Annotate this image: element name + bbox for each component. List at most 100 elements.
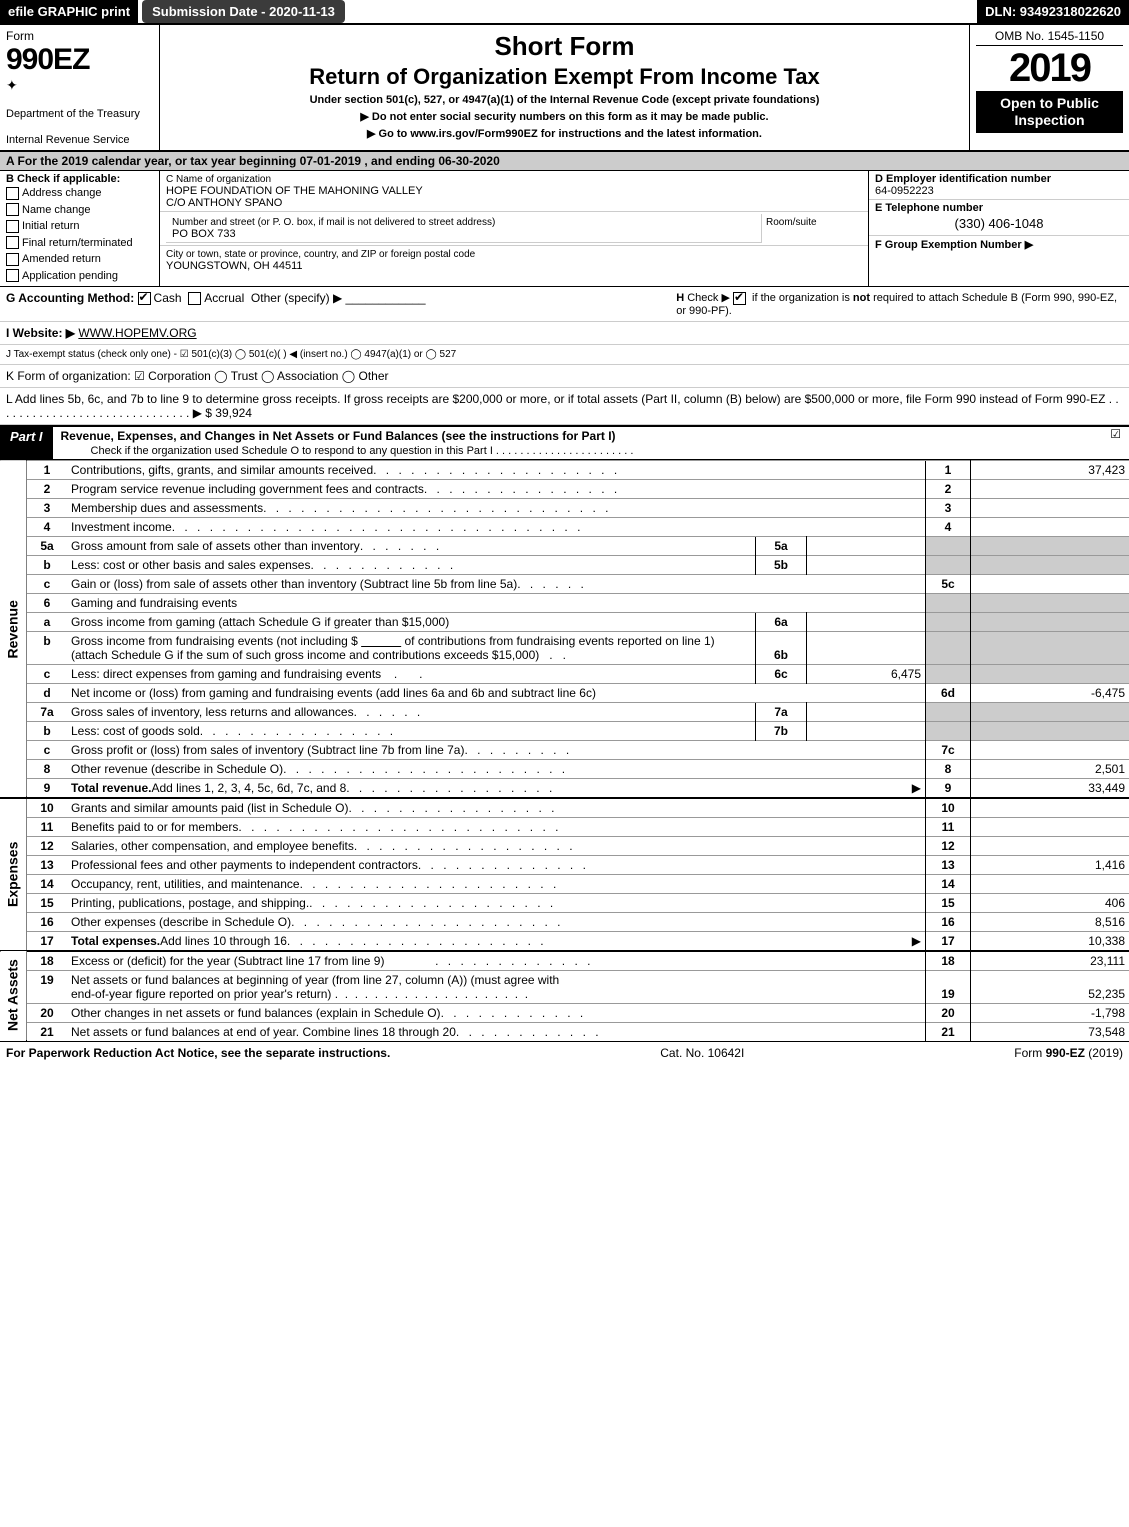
row-6a: aGross income from gaming (attach Schedu… bbox=[0, 612, 1129, 631]
title-return-exempt: Return of Organization Exempt From Incom… bbox=[168, 64, 961, 90]
val-19: 52,235 bbox=[971, 970, 1129, 1003]
cb-amended-return[interactable]: Amended return bbox=[6, 251, 153, 268]
row-12: 12Salaries, other compensation, and empl… bbox=[0, 836, 1129, 855]
row-6c: cLess: direct expenses from gaming and f… bbox=[0, 664, 1129, 683]
c-room-label: Room/suite bbox=[766, 217, 817, 228]
cb-application-pending[interactable]: Application pending bbox=[6, 268, 153, 285]
org-name: HOPE FOUNDATION OF THE MAHONING VALLEY bbox=[166, 185, 423, 197]
efile-badge[interactable]: efile GRAPHIC print bbox=[0, 0, 138, 23]
row-19: 19Net assets or fund balances at beginni… bbox=[0, 970, 1129, 1003]
row-6d: dNet income or (loss) from gaming and fu… bbox=[0, 683, 1129, 702]
row-4: 4Investment income . . . . . . . . . . .… bbox=[0, 517, 1129, 536]
irs-label: Internal Revenue Service bbox=[6, 134, 153, 146]
cb-accrual[interactable] bbox=[188, 292, 201, 305]
org-street: PO BOX 733 bbox=[172, 228, 236, 240]
footer-right: Form 990-EZ (2019) bbox=[1014, 1046, 1123, 1060]
row-17: 17Total expenses. Add lines 10 through 1… bbox=[0, 931, 1129, 951]
val-6c: 6,475 bbox=[807, 664, 926, 683]
val-13: 1,416 bbox=[971, 855, 1129, 874]
dept-treasury: Department of the Treasury bbox=[6, 108, 153, 120]
row-14: 14Occupancy, rent, utilities, and mainte… bbox=[0, 874, 1129, 893]
title-short-form: Short Form bbox=[168, 31, 961, 62]
row-3: 3Membership dues and assessments . . . .… bbox=[0, 498, 1129, 517]
org-care-of: C/O ANTHONY SPANO bbox=[166, 197, 282, 209]
row-6b: bGross income from fundraising events (n… bbox=[0, 631, 1129, 664]
val-6d: -6,475 bbox=[971, 683, 1129, 702]
val-18: 23,111 bbox=[971, 951, 1129, 971]
row-2: 2Program service revenue including gover… bbox=[0, 479, 1129, 498]
cb-final-return[interactable]: Final return/terminated bbox=[6, 235, 153, 252]
col-c-org-info: C Name of organization HOPE FOUNDATION O… bbox=[160, 171, 869, 286]
row-6: 6Gaming and fundraising events bbox=[0, 593, 1129, 612]
part1-check[interactable]: ☑ bbox=[1091, 427, 1129, 459]
val-16: 8,516 bbox=[971, 912, 1129, 931]
row-a-tax-year: A For the 2019 calendar year, or tax yea… bbox=[0, 152, 1129, 171]
row-5c: cGain or (loss) from sale of assets othe… bbox=[0, 574, 1129, 593]
org-city: YOUNGSTOWN, OH 44511 bbox=[166, 260, 303, 272]
tax-year: 2019 bbox=[976, 46, 1123, 91]
omb-number: OMB No. 1545-1150 bbox=[976, 29, 1123, 46]
cb-name-change[interactable]: Name change bbox=[6, 202, 153, 219]
val-9: 33,449 bbox=[971, 778, 1129, 798]
row-18: Net Assets 18Excess or (deficit) for the… bbox=[0, 951, 1129, 971]
block-ghijkl: G Accounting Method: Cash Accrual Other … bbox=[0, 287, 1129, 427]
row-16: 16Other expenses (describe in Schedule O… bbox=[0, 912, 1129, 931]
col-b-checkboxes: B Check if applicable: Address change Na… bbox=[0, 171, 160, 286]
side-expenses: Expenses bbox=[0, 798, 27, 951]
col-b-heading: B Check if applicable: bbox=[6, 173, 153, 185]
submission-date-badge: Submission Date - 2020-11-13 bbox=[142, 0, 345, 23]
part1-table: Revenue 1 Contributions, gifts, grants, … bbox=[0, 460, 1129, 1041]
dln-badge: DLN: 93492318022620 bbox=[977, 0, 1129, 23]
val-20: -1,798 bbox=[971, 1003, 1129, 1022]
header-right: OMB No. 1545-1150 2019 Open to Public In… bbox=[969, 25, 1129, 150]
header-center: Short Form Return of Organization Exempt… bbox=[160, 25, 969, 150]
form-number: 990EZ bbox=[6, 43, 153, 77]
line-l: L Add lines 5b, 6c, and 7b to line 9 to … bbox=[0, 388, 1129, 425]
val-1: 37,423 bbox=[971, 460, 1129, 479]
form-word: Form bbox=[6, 29, 153, 43]
e-phone-label: E Telephone number bbox=[875, 202, 983, 214]
header-left: Form 990EZ ✦ Department of the Treasury … bbox=[0, 25, 160, 150]
subnote-section: Under section 501(c), 527, or 4947(a)(1)… bbox=[168, 94, 961, 106]
footer-center: Cat. No. 10642I bbox=[660, 1046, 744, 1060]
row-20: 20Other changes in net assets or fund ba… bbox=[0, 1003, 1129, 1022]
line-g: G Accounting Method: Cash Accrual Other … bbox=[6, 291, 620, 317]
line-j: J Tax-exempt status (check only one) - ☑… bbox=[0, 345, 1129, 365]
c-name-label: C Name of organization bbox=[166, 174, 271, 185]
row-7a: 7aGross sales of inventory, less returns… bbox=[0, 702, 1129, 721]
top-bar: efile GRAPHIC print Submission Date - 20… bbox=[0, 0, 1129, 25]
row-5a: 5aGross amount from sale of assets other… bbox=[0, 536, 1129, 555]
row-1: Revenue 1 Contributions, gifts, grants, … bbox=[0, 460, 1129, 479]
website-link[interactable]: WWW.HOPEMV.ORG bbox=[78, 326, 196, 340]
page-footer: For Paperwork Reduction Act Notice, see … bbox=[0, 1041, 1129, 1064]
line-h: H Check ▶ if the organization is not req… bbox=[676, 291, 1123, 317]
row-7c: cGross profit or (loss) from sales of in… bbox=[0, 740, 1129, 759]
cb-initial-return[interactable]: Initial return bbox=[6, 218, 153, 235]
val-8: 2,501 bbox=[971, 759, 1129, 778]
cb-address-change[interactable]: Address change bbox=[6, 185, 153, 202]
row-21: 21Net assets or fund balances at end of … bbox=[0, 1022, 1129, 1041]
side-net-assets: Net Assets bbox=[0, 951, 27, 1041]
val-15: 406 bbox=[971, 893, 1129, 912]
cb-schedule-b-not-required[interactable] bbox=[733, 292, 746, 305]
subnote-instructions-link[interactable]: ▶ Go to www.irs.gov/Form990EZ for instru… bbox=[168, 127, 961, 140]
row-11: 11Benefits paid to or for members . . . … bbox=[0, 817, 1129, 836]
val-17: 10,338 bbox=[971, 931, 1129, 951]
part1-title: Revenue, Expenses, and Changes in Net As… bbox=[53, 427, 1091, 459]
val-21: 73,548 bbox=[971, 1022, 1129, 1041]
line-k: K Form of organization: ☑ Corporation ◯ … bbox=[0, 365, 1129, 388]
f-group-exemption-label: F Group Exemption Number ▶ bbox=[875, 239, 1033, 251]
c-street-label: Number and street (or P. O. box, if mail… bbox=[172, 217, 495, 228]
cb-cash[interactable] bbox=[138, 292, 151, 305]
line-i: I Website: ▶ WWW.HOPEMV.ORG bbox=[0, 322, 1129, 345]
d-ein-label: D Employer identification number bbox=[875, 173, 1051, 185]
part1-header: Part I Revenue, Expenses, and Changes in… bbox=[0, 427, 1129, 460]
row-15: 15Printing, publications, postage, and s… bbox=[0, 893, 1129, 912]
block-bcdef: B Check if applicable: Address change Na… bbox=[0, 171, 1129, 287]
col-def: D Employer identification number 64-0952… bbox=[869, 171, 1129, 286]
row-7b: bLess: cost of goods sold . . . . . . . … bbox=[0, 721, 1129, 740]
open-public-badge: Open to Public Inspection bbox=[976, 91, 1123, 133]
part1-subnote: Check if the organization used Schedule … bbox=[61, 445, 634, 457]
form-header: Form 990EZ ✦ Department of the Treasury … bbox=[0, 25, 1129, 152]
row-10: Expenses 10Grants and similar amounts pa… bbox=[0, 798, 1129, 818]
